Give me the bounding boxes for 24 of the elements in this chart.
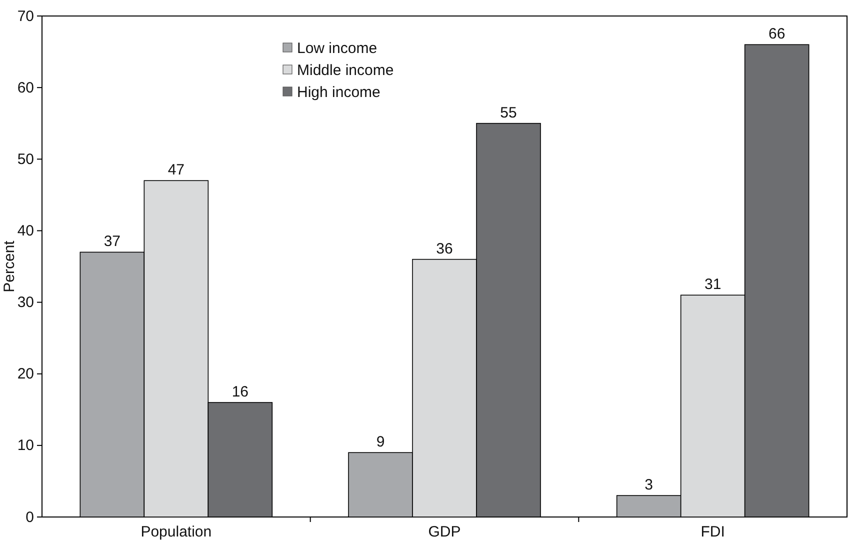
- y-tick-label: 50: [17, 150, 34, 168]
- y-tick-label: 10: [17, 437, 34, 454]
- y-tick-label: 60: [17, 79, 34, 96]
- legend-label: Middle income: [297, 62, 394, 79]
- legend-label: Low income: [297, 40, 378, 57]
- legend-label: High income: [297, 84, 380, 101]
- data-label: 9: [376, 434, 385, 451]
- data-label: 47: [168, 162, 185, 179]
- data-label: 37: [104, 233, 121, 250]
- data-label: 16: [232, 383, 249, 400]
- x-tick-label: GDP: [428, 524, 461, 540]
- data-label: 66: [768, 26, 786, 43]
- y-tick-label: 70: [17, 8, 34, 25]
- y-tick-label: 30: [17, 294, 34, 312]
- x-tick-label: Population: [140, 524, 212, 540]
- y-axis-title: Percent: [1, 240, 18, 292]
- y-tick-label: 40: [17, 222, 34, 240]
- data-label: 3: [644, 476, 654, 494]
- data-label: 31: [704, 276, 722, 294]
- data-label: 55: [500, 104, 517, 122]
- data-label: 36: [436, 240, 453, 258]
- y-tick-label: 0: [26, 508, 34, 526]
- x-tick-label: FDI: [700, 524, 725, 540]
- y-tick-label: 20: [17, 366, 34, 383]
